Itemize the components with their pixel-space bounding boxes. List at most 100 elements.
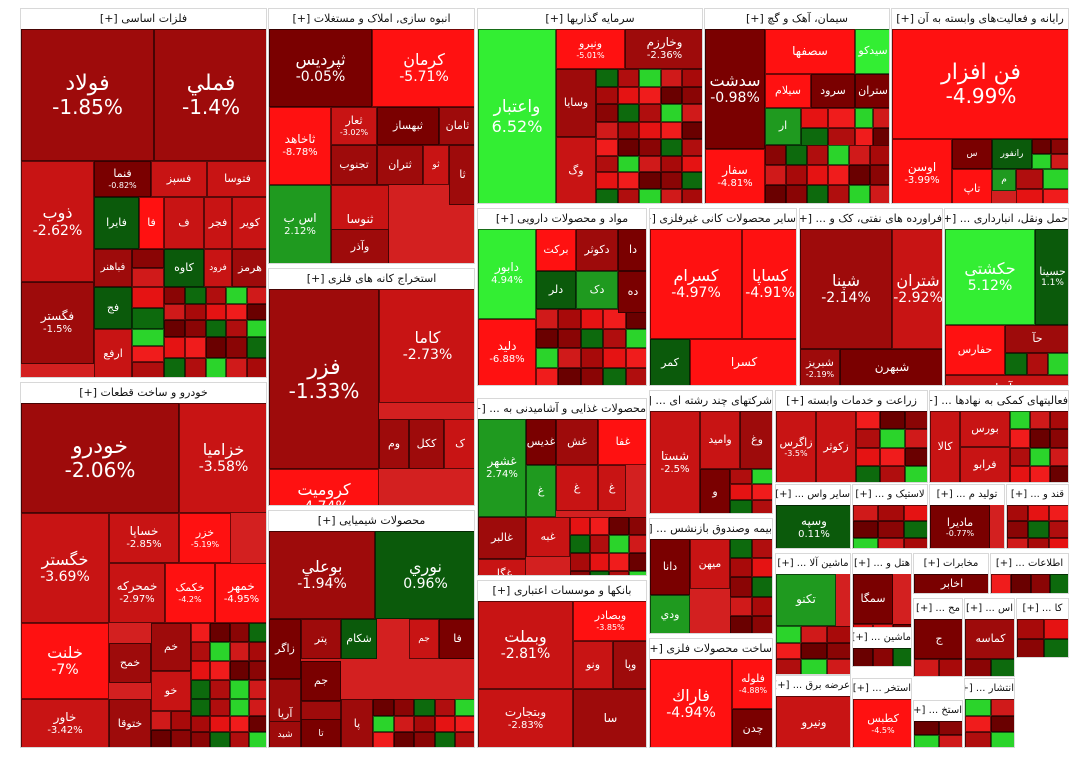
stock-tile[interactable]: غ <box>526 465 556 517</box>
stock-tile[interactable]: وبملت -2.81% <box>478 601 573 689</box>
stock-tile[interactable]: حفارس <box>945 325 1005 375</box>
stock-tile[interactable]: وپا <box>613 641 646 689</box>
stock-tile[interactable]: خم <box>151 623 191 671</box>
stock-tile[interactable]: سا <box>573 689 646 747</box>
minor-stock-tile[interactable] <box>132 329 164 346</box>
minor-stock-tile[interactable] <box>870 165 889 185</box>
stock-tile[interactable]: بورس <box>960 411 1010 447</box>
minor-stock-tile[interactable] <box>373 732 394 747</box>
minor-stock-tile[interactable] <box>393 715 415 733</box>
minor-stock-tile[interactable] <box>191 623 211 642</box>
minor-stock-tile[interactable] <box>1010 465 1030 482</box>
minor-stock-tile[interactable] <box>752 499 772 513</box>
stock-tile[interactable]: خمح <box>109 643 151 683</box>
minor-stock-tile[interactable] <box>1043 619 1068 639</box>
minor-stock-tile[interactable] <box>893 648 911 666</box>
minor-stock-tile[interactable] <box>914 721 939 735</box>
stock-tile[interactable]: ثامان <box>439 107 474 145</box>
stock-tile[interactable]: کرمان -5.71% <box>372 29 474 107</box>
minor-stock-tile[interactable] <box>596 69 618 87</box>
sector-title[interactable]: لاستیک و ... [+] <box>853 485 927 506</box>
stock-tile[interactable]: سیلام <box>765 74 811 108</box>
minor-stock-tile[interactable] <box>904 411 927 430</box>
sector-title[interactable]: سایر واس ... [+] <box>776 485 850 506</box>
stock-tile[interactable]: خاور -3.42% <box>21 699 109 747</box>
minor-stock-tile[interactable] <box>414 732 435 747</box>
minor-stock-tile[interactable] <box>596 155 618 172</box>
minor-stock-tile[interactable] <box>596 104 618 122</box>
minor-stock-tile[interactable] <box>589 553 609 571</box>
minor-stock-tile[interactable] <box>939 721 962 735</box>
stock-tile[interactable]: کسرا <box>690 339 796 385</box>
stock-tile[interactable]: تكنو <box>776 574 836 626</box>
stock-tile[interactable]: کاوه <box>164 249 204 287</box>
minor-stock-tile[interactable] <box>786 145 807 165</box>
minor-stock-tile[interactable] <box>786 165 807 185</box>
stock-tile[interactable]: اوسن -3.99% <box>892 139 952 203</box>
minor-stock-tile[interactable] <box>730 499 752 513</box>
stock-tile[interactable]: کطبس -4.5% <box>853 699 911 747</box>
minor-stock-tile[interactable] <box>609 535 629 553</box>
sector-title[interactable]: اس ... [+] <box>965 599 1014 620</box>
minor-stock-tile[interactable] <box>229 623 249 642</box>
stock-tile[interactable]: ودي <box>650 595 690 633</box>
minor-stock-tile[interactable] <box>226 358 248 377</box>
minor-stock-tile[interactable] <box>870 145 889 165</box>
minor-stock-tile[interactable] <box>1043 189 1068 203</box>
minor-stock-tile[interactable] <box>853 521 879 538</box>
minor-stock-tile[interactable] <box>660 188 683 203</box>
minor-stock-tile[interactable] <box>229 680 249 699</box>
minor-stock-tile[interactable] <box>878 537 904 548</box>
minor-stock-tile[interactable] <box>184 358 206 377</box>
stock-tile[interactable]: شپنا -2.14% <box>800 229 892 349</box>
minor-stock-tile[interactable] <box>226 287 248 304</box>
minor-stock-tile[interactable] <box>682 104 702 122</box>
stock-tile[interactable]: ج <box>914 619 962 659</box>
minor-stock-tile[interactable] <box>580 348 604 368</box>
minor-stock-tile[interactable] <box>580 328 604 348</box>
stock-tile[interactable]: دانا <box>650 539 690 595</box>
minor-stock-tile[interactable] <box>801 659 827 674</box>
minor-stock-tile[interactable] <box>856 465 881 482</box>
stock-tile[interactable]: فملي -1.4% <box>154 29 266 161</box>
minor-stock-tile[interactable] <box>878 505 904 522</box>
minor-stock-tile[interactable] <box>1016 189 1043 203</box>
sector-title[interactable]: قند و ... [+] <box>1007 485 1068 506</box>
stock-tile[interactable]: ونیرو -5.01% <box>556 29 625 69</box>
minor-stock-tile[interactable] <box>828 145 849 165</box>
minor-stock-tile[interactable] <box>682 155 702 172</box>
minor-stock-tile[interactable] <box>939 735 962 747</box>
minor-stock-tile[interactable] <box>730 469 752 485</box>
minor-stock-tile[interactable] <box>247 320 266 337</box>
minor-stock-tile[interactable] <box>1030 411 1050 430</box>
minor-stock-tile[interactable] <box>603 348 626 368</box>
minor-stock-tile[interactable] <box>730 596 752 616</box>
minor-stock-tile[interactable] <box>765 185 786 203</box>
minor-stock-tile[interactable] <box>965 659 991 676</box>
minor-stock-tile[interactable] <box>990 699 1014 716</box>
minor-stock-tile[interactable] <box>1043 639 1068 657</box>
minor-stock-tile[interactable] <box>596 188 618 203</box>
stock-tile[interactable]: فزر -1.33% <box>269 289 379 469</box>
minor-stock-tile[interactable] <box>191 661 211 680</box>
minor-stock-tile[interactable] <box>229 715 249 733</box>
minor-stock-tile[interactable] <box>248 715 266 733</box>
minor-stock-tile[interactable] <box>536 309 559 329</box>
minor-stock-tile[interactable] <box>558 328 581 348</box>
minor-stock-tile[interactable] <box>210 642 230 661</box>
minor-stock-tile[interactable] <box>639 121 661 139</box>
minor-stock-tile[interactable] <box>990 715 1014 733</box>
stock-tile[interactable]: غگل <box>478 559 526 575</box>
stock-tile[interactable]: کساپا -4.91% <box>742 229 796 339</box>
minor-stock-tile[interactable] <box>596 172 618 189</box>
stock-tile[interactable]: ثتران <box>377 145 423 185</box>
minor-stock-tile[interactable] <box>765 165 786 185</box>
minor-stock-tile[interactable] <box>639 172 661 189</box>
minor-stock-tile[interactable] <box>596 139 618 156</box>
stock-tile[interactable]: تجنوب <box>331 145 377 185</box>
minor-stock-tile[interactable] <box>849 145 870 165</box>
stock-tile[interactable]: فباهنر <box>94 249 132 287</box>
minor-stock-tile[interactable] <box>229 732 249 747</box>
minor-stock-tile[interactable] <box>414 715 435 733</box>
minor-stock-tile[interactable] <box>752 469 772 485</box>
